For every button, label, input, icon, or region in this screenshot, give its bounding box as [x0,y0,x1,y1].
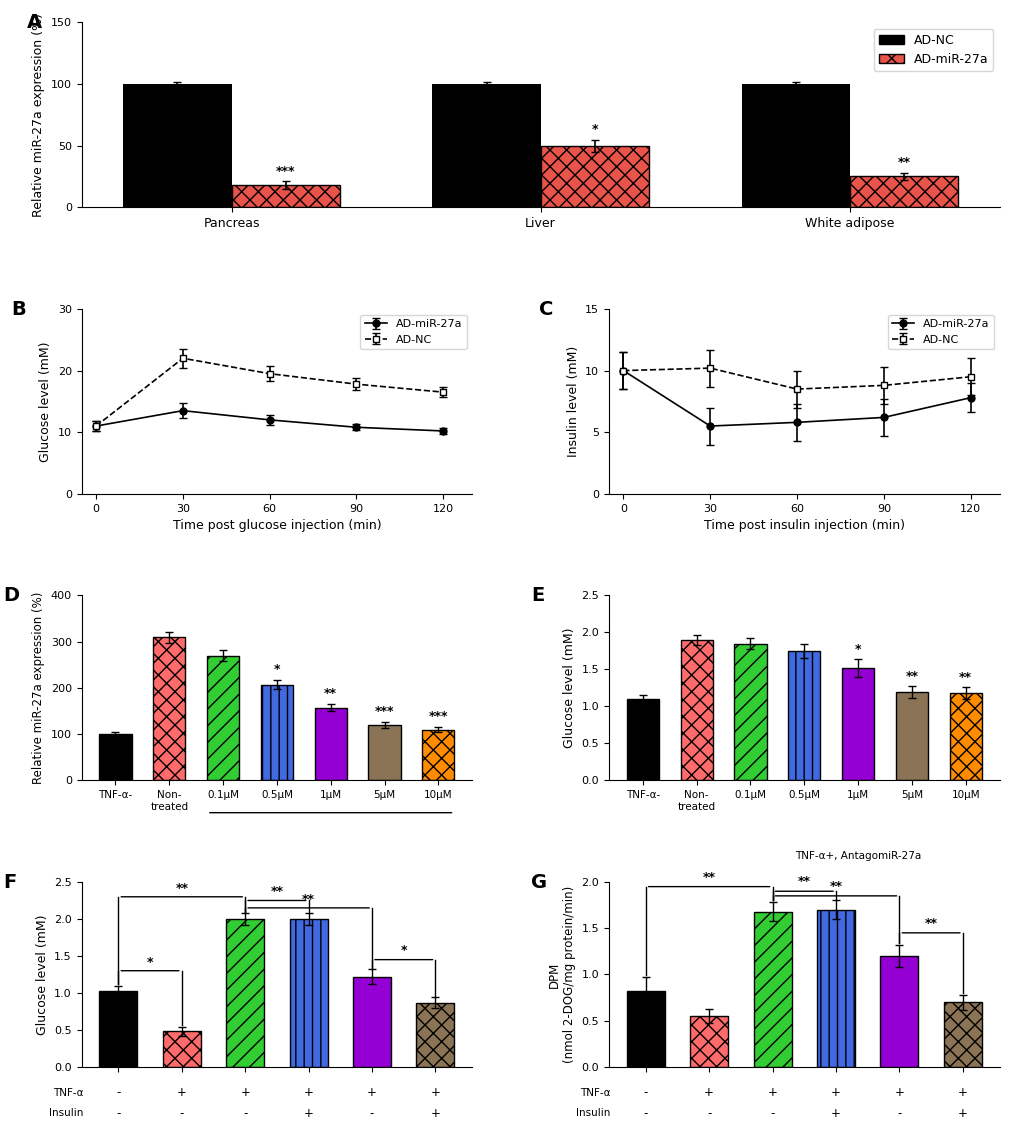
Text: +: + [430,1106,440,1120]
Bar [99,734,131,780]
Bar [949,693,981,780]
Text: +: + [240,1086,250,1099]
Text: *: * [273,664,280,676]
Text: ***: *** [275,165,296,177]
Text: **: ** [828,880,842,893]
Text: +: + [767,1086,776,1099]
Text: C: C [538,300,552,319]
Y-axis label: Glucose level (mM): Glucose level (mM) [39,341,52,462]
Text: TNF-α: TNF-α [53,1088,87,1097]
Text: Insulin: Insulin [49,1108,87,1119]
Text: ***: *** [428,710,447,723]
Text: +: + [830,1086,840,1099]
Bar [841,668,873,780]
Text: D: D [3,586,19,605]
Text: -: - [897,1106,901,1120]
Text: *: * [400,944,407,958]
Bar [816,910,854,1067]
Text: ***: *** [374,705,394,719]
Text: +: + [430,1086,440,1099]
Text: **: ** [302,893,315,905]
Text: A: A [26,13,42,33]
Text: -: - [769,1106,774,1120]
Bar [680,640,712,780]
Text: +: + [957,1086,967,1099]
Bar [289,919,327,1067]
Text: -: - [370,1106,374,1120]
Text: +: + [176,1086,186,1099]
Y-axis label: Glucose level (mM): Glucose level (mM) [562,628,576,748]
Bar [422,730,454,780]
Text: -: - [643,1086,647,1099]
Bar [626,992,664,1067]
Text: *: * [147,956,153,968]
Y-axis label: DPM
(nmol 2-DOG/mg protein/min): DPM (nmol 2-DOG/mg protein/min) [547,886,576,1063]
Text: TNF-α: TNF-α [580,1088,613,1097]
Text: *: * [591,122,597,136]
Text: -: - [116,1086,120,1099]
Bar [207,656,239,780]
Bar [540,146,648,208]
Legend: AD-miR-27a, AD-NC: AD-miR-27a, AD-NC [360,314,467,349]
Y-axis label: Relative miR-27a expression (%): Relative miR-27a expression (%) [33,592,45,784]
Y-axis label: Relative miR-27a expression (%): Relative miR-27a expression (%) [33,13,45,217]
Bar [849,176,957,208]
Bar [753,912,791,1067]
Text: B: B [11,300,26,319]
Text: +: + [304,1106,313,1120]
Bar [153,637,185,780]
Text: *: * [854,643,860,656]
Bar [261,685,292,780]
Bar [231,185,339,208]
Text: G: G [530,873,546,892]
Y-axis label: Insulin level (mM): Insulin level (mM) [567,346,579,457]
Text: **: ** [270,885,283,898]
Bar [895,692,927,780]
Text: **: ** [324,687,337,701]
Bar [416,1003,454,1067]
Text: +: + [957,1106,967,1120]
Text: **: ** [897,156,909,170]
Text: **: ** [797,876,810,888]
Bar [99,992,138,1067]
Text: **: ** [905,669,917,683]
Text: -: - [643,1106,647,1120]
Legend: AD-miR-27a, AD-NC: AD-miR-27a, AD-NC [887,314,994,349]
Text: **: ** [958,672,971,684]
Bar [879,956,917,1067]
Text: F: F [3,873,16,892]
Bar [163,1031,201,1067]
Bar [368,724,400,780]
Text: **: ** [175,882,189,895]
Bar [734,643,766,780]
Text: **: ** [702,870,715,884]
Text: +: + [703,1086,713,1099]
Text: -: - [706,1106,710,1120]
Text: E: E [530,586,543,605]
Y-axis label: Glucose level (mM): Glucose level (mM) [36,914,49,1034]
Bar [353,977,390,1067]
Bar [432,84,540,208]
Text: **: ** [923,917,936,930]
X-axis label: Time post glucose injection (min): Time post glucose injection (min) [172,519,381,532]
Text: +: + [367,1086,377,1099]
Text: -: - [116,1106,120,1120]
Bar [690,1016,728,1067]
Legend: AD-NC, AD-miR-27a: AD-NC, AD-miR-27a [873,29,993,71]
Bar [226,919,264,1067]
Text: -: - [179,1106,183,1120]
Text: +: + [304,1086,313,1099]
Text: +: + [830,1106,840,1120]
Text: TNF-α+, AntagomiR-27a: TNF-α+, AntagomiR-27a [794,850,920,860]
Text: -: - [243,1106,248,1120]
Bar [943,1002,981,1067]
Text: Insulin: Insulin [576,1108,613,1119]
Bar [123,84,231,208]
X-axis label: Time post insulin injection (min): Time post insulin injection (min) [703,519,904,532]
Bar [314,707,346,780]
Bar [626,699,658,780]
Bar [788,651,819,780]
Text: +: + [894,1086,904,1099]
Bar [741,84,849,208]
